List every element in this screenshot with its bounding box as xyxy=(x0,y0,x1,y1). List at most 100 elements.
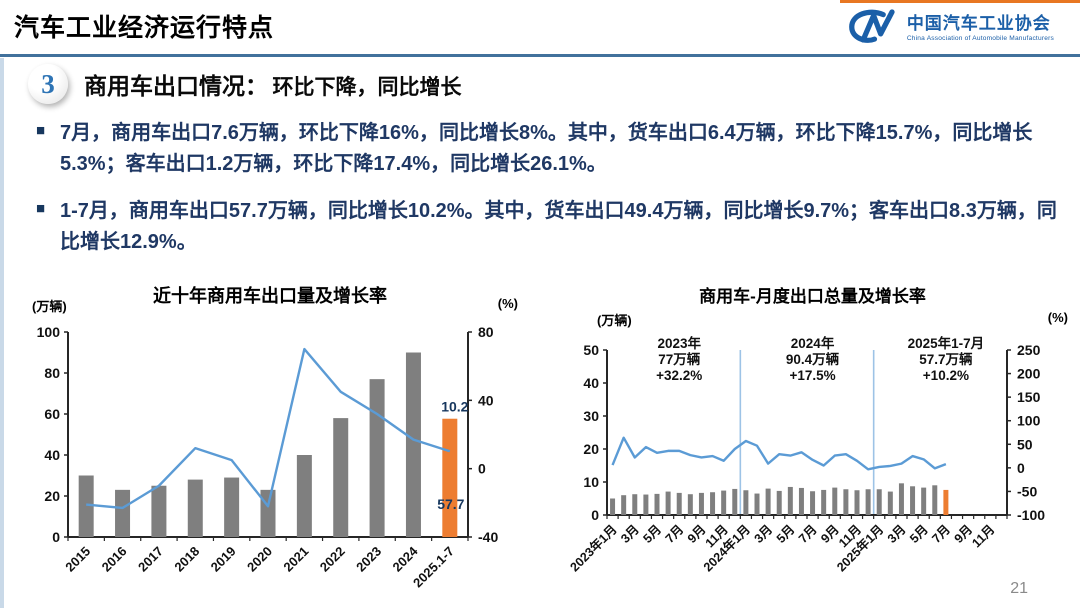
year-total-annotation: 2025年1-7月 xyxy=(908,335,985,351)
bullet-square-icon: ■ xyxy=(36,200,46,217)
x-axis-label: 5月 xyxy=(907,522,931,546)
export-volume-bar xyxy=(115,489,131,537)
left-axis-tick: 50 xyxy=(583,342,599,358)
logo-org-name-cn: 中国汽车工业协会 xyxy=(906,13,1051,33)
export-volume-bar xyxy=(610,498,616,515)
right-axis-tick: -40 xyxy=(478,529,498,545)
chart-title: 近十年商用车出口量及增长率 xyxy=(153,286,387,306)
export-volume-bar xyxy=(743,490,749,515)
export-volume-bar xyxy=(621,495,627,515)
export-volume-bar xyxy=(754,493,760,515)
page-number: 21 xyxy=(1010,580,1028,597)
export-volume-bar xyxy=(776,490,782,515)
x-axis-label: 5月 xyxy=(774,522,798,546)
right-axis-tick: 100 xyxy=(1017,413,1041,429)
right-axis-tick: 150 xyxy=(1017,389,1041,405)
export-volume-bar xyxy=(687,494,693,515)
right-axis-tick: 0 xyxy=(1017,460,1025,476)
x-axis-label: 7月 xyxy=(929,522,953,546)
top-orange-strip xyxy=(840,0,1080,3)
export-volume-bar xyxy=(810,491,816,515)
right-axis-unit: (%) xyxy=(497,296,518,311)
export-volume-bar xyxy=(632,494,638,515)
x-axis-label: 2023 xyxy=(353,544,384,575)
left-axis-tick: 40 xyxy=(583,375,599,391)
left-axis-tick: 20 xyxy=(583,441,599,457)
export-volume-bar xyxy=(260,489,276,537)
monthly-export-plot: 0 10 20 30 40 50 -100 -50 0 50 100 150 200 250 2023年1月… xyxy=(567,335,1045,575)
export-volume-bar xyxy=(296,455,312,537)
export-volume-bar xyxy=(224,477,240,537)
year-total-annotation: 90.4万辆 xyxy=(786,351,840,367)
export-volume-bar xyxy=(843,489,849,515)
export-volume-bar xyxy=(765,488,771,515)
export-volume-bar xyxy=(442,418,458,537)
caam-logo-icon xyxy=(843,7,899,50)
year-total-annotation: +10.2% xyxy=(923,368,969,383)
left-axis-tick: 0 xyxy=(591,507,599,523)
right-axis-tick: 80 xyxy=(478,324,494,340)
bullet-text: 1-7月，商用车出口57.7万辆，同比增长10.2%。其中，货车出口49.4万辆… xyxy=(60,200,1057,253)
export-volume-bar xyxy=(187,479,203,537)
export-volume-bar xyxy=(732,488,738,515)
x-axis-label: 2020 xyxy=(244,544,275,575)
growth-value-label: 10.2 xyxy=(441,399,468,415)
export-volume-bar xyxy=(876,489,882,515)
export-volume-bar xyxy=(676,492,682,515)
x-axis-label: 5月 xyxy=(640,522,664,546)
section-heading: 商用车出口情况： xyxy=(84,73,268,99)
right-axis-tick: 250 xyxy=(1017,342,1041,358)
export-volume-bar xyxy=(369,379,385,537)
monthly-export-chart: 商用车-月度出口总量及增长率 (万辆) (%) 0 10 20 30 40 50 -100 -… xyxy=(555,272,1070,602)
growth-rate-line xyxy=(86,347,451,510)
export-volume-bar xyxy=(932,485,938,515)
year-total-annotation: 77万辆 xyxy=(658,351,701,367)
left-axis-tick: 80 xyxy=(44,365,60,381)
bullet-item: ■ 1-7月，商用车出口57.7万辆，同比增长10.2%。其中，货车出口49.4… xyxy=(36,196,1070,258)
bullet-list: ■ 7月，商用车出口7.6万辆，环比下降16%，同比增长8%。其中，货车出口6.… xyxy=(36,118,1070,274)
x-axis-label: 2019 xyxy=(208,544,239,575)
x-axis-label: 7月 xyxy=(663,522,687,546)
left-axis-tick: 0 xyxy=(52,529,60,545)
export-volume-bar xyxy=(333,418,349,537)
export-volume-bar xyxy=(665,491,671,515)
year-total-annotation: 2023年 xyxy=(657,335,701,351)
chart-title: 商用车-月度出口总量及增长率 xyxy=(699,287,926,306)
x-axis-label: 2018 xyxy=(171,544,202,575)
export-volume-bar xyxy=(898,483,904,515)
export-volume-bar xyxy=(887,491,893,515)
export-volume-bar xyxy=(943,489,949,515)
x-axis-label: 2023年1月 xyxy=(567,522,620,575)
section-number-badge: 3 xyxy=(28,64,68,104)
left-axis-tick: 100 xyxy=(37,324,61,340)
export-volume-bar xyxy=(643,494,649,515)
export-volume-bar xyxy=(798,487,804,515)
x-axis-label: 3月 xyxy=(752,522,776,546)
bullet-text: 7月，商用车出口7.6万辆，环比下降16%，同比增长8%。其中，货车出口6.4万… xyxy=(60,122,1033,175)
right-axis-tick: 200 xyxy=(1017,366,1041,382)
left-axis-unit: (万辆) xyxy=(32,299,67,314)
export-volume-bar xyxy=(710,492,716,515)
title-divider-line xyxy=(0,54,1080,57)
left-axis-unit: (万辆) xyxy=(597,313,632,328)
x-axis-label: 2021 xyxy=(280,544,311,575)
export-volume-bar xyxy=(854,490,860,515)
export-volume-bar xyxy=(921,487,927,515)
decade-export-chart: 近十年商用车出口量及增长率 (万辆) (%) 0 20 40 60 80 100 -40 0 4… xyxy=(20,272,520,608)
export-volume-bar xyxy=(698,492,704,515)
x-axis-label: 2022 xyxy=(317,544,348,575)
right-axis-tick: -100 xyxy=(1017,507,1045,523)
section-subheading: 环比下降，同比增长 xyxy=(272,76,462,99)
left-axis-tick: 40 xyxy=(44,447,60,463)
export-volume-bar xyxy=(910,486,916,515)
x-axis-label: 7月 xyxy=(796,522,820,546)
right-axis-tick: 40 xyxy=(478,392,494,408)
x-axis-label: 2016 xyxy=(99,544,130,575)
x-axis-label: 3月 xyxy=(885,522,909,546)
export-volume-bar xyxy=(654,493,660,515)
x-axis-label: 2024 xyxy=(390,543,422,575)
x-axis-label: 2025.1-7 xyxy=(410,544,457,591)
year-total-annotation: 2024年 xyxy=(791,335,835,351)
year-total-annotation: +17.5% xyxy=(789,368,835,383)
right-axis-tick: 0 xyxy=(478,461,486,477)
